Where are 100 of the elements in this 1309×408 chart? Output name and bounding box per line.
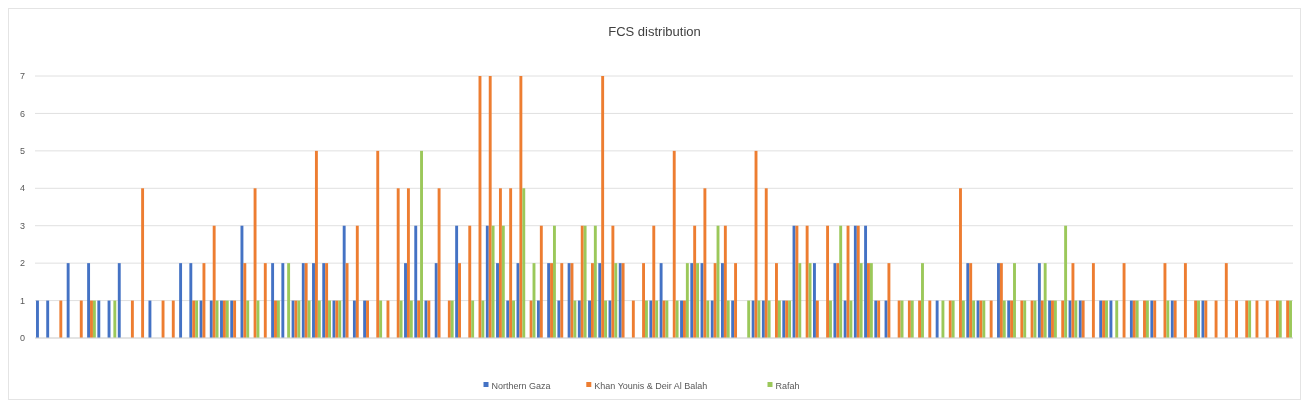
bar — [481, 300, 485, 338]
bar — [536, 300, 540, 338]
bar — [1235, 300, 1238, 338]
y-tick-label: 5 — [19, 146, 25, 157]
bar — [189, 263, 193, 338]
bar — [519, 76, 523, 338]
bar — [710, 300, 714, 338]
bar — [734, 263, 738, 338]
y-tick-label: 6 — [19, 108, 25, 119]
bar — [498, 188, 502, 338]
bar — [887, 263, 891, 338]
bar — [455, 225, 459, 338]
bar — [488, 76, 492, 338]
y-tick-label: 7 — [19, 71, 25, 82]
bar — [598, 263, 602, 338]
bar — [97, 300, 101, 338]
bar — [813, 263, 816, 338]
bar — [404, 263, 407, 338]
bar — [130, 300, 134, 338]
y-tick-label: 1 — [19, 295, 25, 306]
bar — [399, 300, 403, 338]
bar — [859, 263, 863, 338]
bar — [1183, 263, 1187, 338]
bar — [614, 263, 618, 338]
bar — [1043, 263, 1047, 338]
bar — [471, 300, 475, 338]
bar — [849, 300, 853, 338]
bar — [1166, 300, 1170, 338]
bar — [928, 300, 932, 338]
bar — [757, 300, 761, 338]
bar — [66, 263, 70, 338]
y-tick-label: 3 — [19, 220, 25, 231]
bar — [935, 300, 939, 338]
bar — [696, 263, 700, 338]
legend-label: Northern Gaza — [491, 380, 551, 391]
bar — [506, 300, 510, 338]
bar — [941, 300, 945, 338]
bar — [287, 263, 291, 338]
bar — [409, 300, 413, 338]
bar — [642, 263, 645, 338]
bar — [148, 300, 152, 338]
bar — [417, 300, 421, 338]
bar — [659, 263, 663, 338]
bar — [312, 263, 315, 338]
bar — [59, 300, 63, 338]
bar — [1013, 263, 1016, 338]
bar — [1265, 300, 1269, 338]
bar — [959, 188, 962, 338]
bar — [655, 300, 659, 338]
bar — [352, 300, 356, 338]
legend-label: Khan Younis & Deir Al Balah — [594, 380, 708, 391]
bar — [434, 263, 438, 338]
bar — [1002, 300, 1006, 338]
bar — [1109, 300, 1113, 338]
bar — [414, 225, 418, 338]
bar — [703, 188, 707, 338]
bar — [281, 263, 285, 338]
bar — [522, 188, 526, 338]
bar — [777, 300, 781, 338]
bar — [829, 300, 832, 338]
bar — [764, 188, 768, 338]
bar — [117, 263, 121, 338]
bar — [721, 263, 724, 338]
bar — [113, 300, 117, 338]
bar — [46, 300, 50, 338]
bar — [437, 188, 441, 338]
bar — [202, 263, 206, 338]
bar — [171, 300, 175, 338]
bar — [798, 263, 802, 338]
bar — [652, 225, 656, 338]
bar — [1122, 263, 1126, 338]
bar — [713, 263, 717, 338]
bar — [496, 263, 499, 338]
bar — [1064, 225, 1068, 338]
bar — [604, 300, 607, 338]
bar — [706, 300, 710, 338]
bar — [141, 188, 145, 338]
bar — [529, 300, 533, 338]
bar — [805, 225, 809, 338]
bar — [317, 300, 321, 338]
bar — [491, 225, 495, 338]
bar — [355, 225, 359, 338]
bar — [1071, 263, 1075, 338]
y-tick-label: 4 — [19, 183, 25, 194]
bar — [972, 300, 976, 338]
bar — [1214, 300, 1218, 338]
bar — [693, 225, 697, 338]
bar — [212, 225, 216, 338]
bar — [376, 150, 380, 338]
bar — [826, 225, 830, 338]
bar — [271, 263, 275, 338]
bar — [864, 225, 868, 338]
bar — [989, 300, 993, 338]
bar — [961, 300, 965, 338]
bar — [1037, 263, 1041, 338]
bar — [406, 188, 410, 338]
bar — [396, 188, 400, 338]
bar — [307, 300, 311, 338]
bar — [685, 263, 689, 338]
bar — [1061, 300, 1065, 338]
